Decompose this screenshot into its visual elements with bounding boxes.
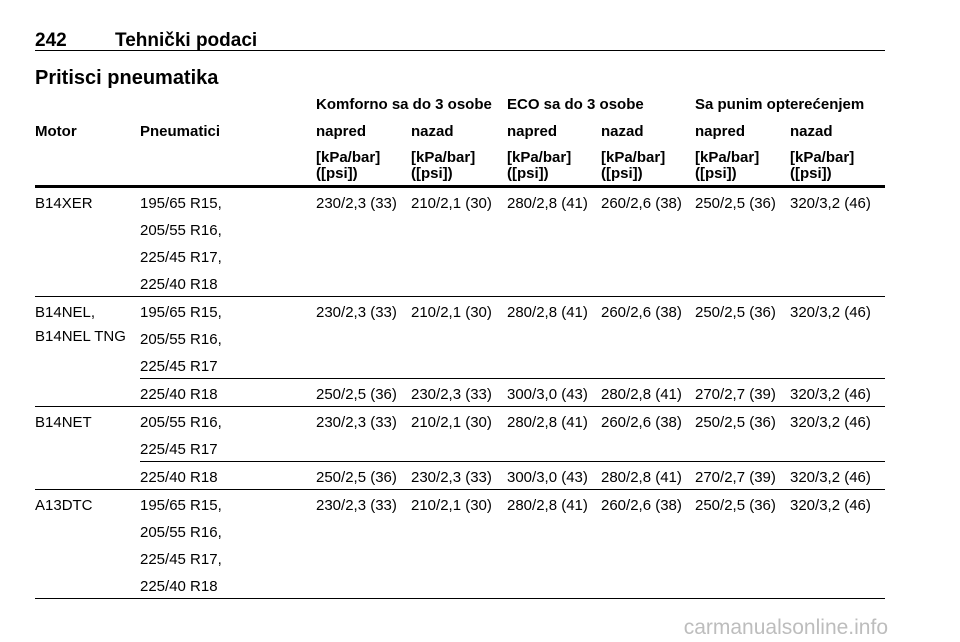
page-number: 242: [35, 30, 67, 51]
pressure-value: 210/2,1 (30): [411, 497, 492, 514]
pressure-value: 250/2,5 (36): [316, 469, 397, 486]
tyre-size: 225/45 R17,: [140, 249, 222, 266]
table-rule: [35, 296, 885, 297]
pressure-value: 260/2,6 (38): [601, 195, 682, 212]
table-rule: [35, 489, 885, 490]
sub-header: napred: [316, 123, 367, 140]
pressure-value: 320/3,2 (46): [790, 414, 871, 431]
pressure-value: 280/2,8 (41): [507, 304, 588, 321]
pressure-value: 260/2,6 (38): [601, 497, 682, 514]
column-header: Motor: [35, 123, 77, 140]
tyre-size: 195/65 R15,: [140, 304, 222, 321]
pressure-value: 260/2,6 (38): [601, 414, 682, 431]
header-rule: [35, 50, 885, 51]
pressure-value: 270/2,7 (39): [695, 469, 776, 486]
section-title: Tehnički podaci: [115, 30, 258, 51]
pressure-value: 250/2,5 (36): [695, 497, 776, 514]
unit-label: [kPa/bar]: [411, 149, 476, 166]
pressure-value: 320/3,2 (46): [790, 497, 871, 514]
pressure-value: 280/2,8 (41): [507, 195, 588, 212]
tyre-size: 195/65 R15,: [140, 497, 222, 514]
pressure-value: 230/2,3 (33): [316, 304, 397, 321]
pressure-value: 230/2,3 (33): [316, 195, 397, 212]
tyre-size: 225/45 R17,: [140, 551, 222, 568]
unit-label: [kPa/bar]: [790, 149, 855, 166]
pressure-value: 270/2,7 (39): [695, 386, 776, 403]
pressure-value: 320/3,2 (46): [790, 386, 871, 403]
unit-label: ([psi]): [507, 165, 549, 182]
pressure-value: 210/2,1 (30): [411, 195, 492, 212]
tyre-size: 205/55 R16,: [140, 524, 222, 541]
pressure-value: 280/2,8 (41): [507, 497, 588, 514]
pressure-value: 280/2,8 (41): [507, 414, 588, 431]
tyre-size: 205/55 R16,: [140, 331, 222, 348]
table-rule: [35, 185, 885, 188]
motor: B14NET: [35, 414, 92, 431]
motor: B14XER: [35, 195, 93, 212]
tyre-size: 225/45 R17: [140, 441, 218, 458]
pressure-value: 230/2,3 (33): [316, 497, 397, 514]
pressure-value: 320/3,2 (46): [790, 469, 871, 486]
pressure-value: 250/2,5 (36): [695, 414, 776, 431]
unit-label: [kPa/bar]: [507, 149, 572, 166]
pressure-value: 250/2,5 (36): [695, 304, 776, 321]
group-header: Komforno sa do 3 osobe: [316, 96, 492, 113]
sub-header: napred: [507, 123, 558, 140]
table-rule: [140, 378, 885, 379]
tyre-size: 225/40 R18: [140, 386, 218, 403]
motor: B14NEL,: [35, 304, 96, 321]
group-header: ECO sa do 3 osobe: [507, 96, 644, 113]
tyre-size: 195/65 R15,: [140, 195, 222, 212]
pressure-value: 250/2,5 (36): [316, 386, 397, 403]
table-rule: [140, 461, 885, 462]
pressure-value: 210/2,1 (30): [411, 304, 492, 321]
pressure-value: 300/3,0 (43): [507, 386, 588, 403]
sub-header: nazad: [601, 123, 644, 140]
tyre-size: 225/40 R18: [140, 276, 218, 293]
tyre-size: 225/45 R17: [140, 358, 218, 375]
pressure-value: 320/3,2 (46): [790, 195, 871, 212]
sub-header: napred: [695, 123, 746, 140]
motor: A13DTC: [35, 497, 93, 514]
watermark: carmanualsonline.info: [683, 616, 888, 639]
pressure-value: 300/3,0 (43): [507, 469, 588, 486]
column-header: Pneumatici: [140, 123, 221, 140]
unit-label: [kPa/bar]: [695, 149, 760, 166]
unit-label: ([psi]): [316, 165, 358, 182]
unit-label: ([psi]): [601, 165, 643, 182]
table-rule: [35, 598, 885, 599]
tyre-size: 225/40 R18: [140, 578, 218, 595]
sub-header: nazad: [790, 123, 833, 140]
unit-label: ([psi]): [695, 165, 737, 182]
pressure-value: 260/2,6 (38): [601, 304, 682, 321]
unit-label: [kPa/bar]: [316, 149, 381, 166]
tyre-size: 205/55 R16,: [140, 222, 222, 239]
pressure-value: 210/2,1 (30): [411, 414, 492, 431]
group-header: Sa punim opterećenjem: [695, 96, 865, 113]
tyre-size: 225/40 R18: [140, 469, 218, 486]
pressure-value: 280/2,8 (41): [601, 386, 682, 403]
motor: B14NEL TNG: [35, 328, 126, 345]
pressure-value: 230/2,3 (33): [411, 386, 492, 403]
pressure-value: 280/2,8 (41): [601, 469, 682, 486]
pressure-value: 320/3,2 (46): [790, 304, 871, 321]
table-rule: [35, 406, 885, 407]
page-title: Pritisci pneumatika: [35, 67, 219, 89]
tyre-size: 205/55 R16,: [140, 414, 222, 431]
sub-header: nazad: [411, 123, 454, 140]
unit-label: ([psi]): [790, 165, 832, 182]
pressure-value: 250/2,5 (36): [695, 195, 776, 212]
unit-label: ([psi]): [411, 165, 453, 182]
pressure-value: 230/2,3 (33): [316, 414, 397, 431]
unit-label: [kPa/bar]: [601, 149, 666, 166]
pressure-value: 230/2,3 (33): [411, 469, 492, 486]
